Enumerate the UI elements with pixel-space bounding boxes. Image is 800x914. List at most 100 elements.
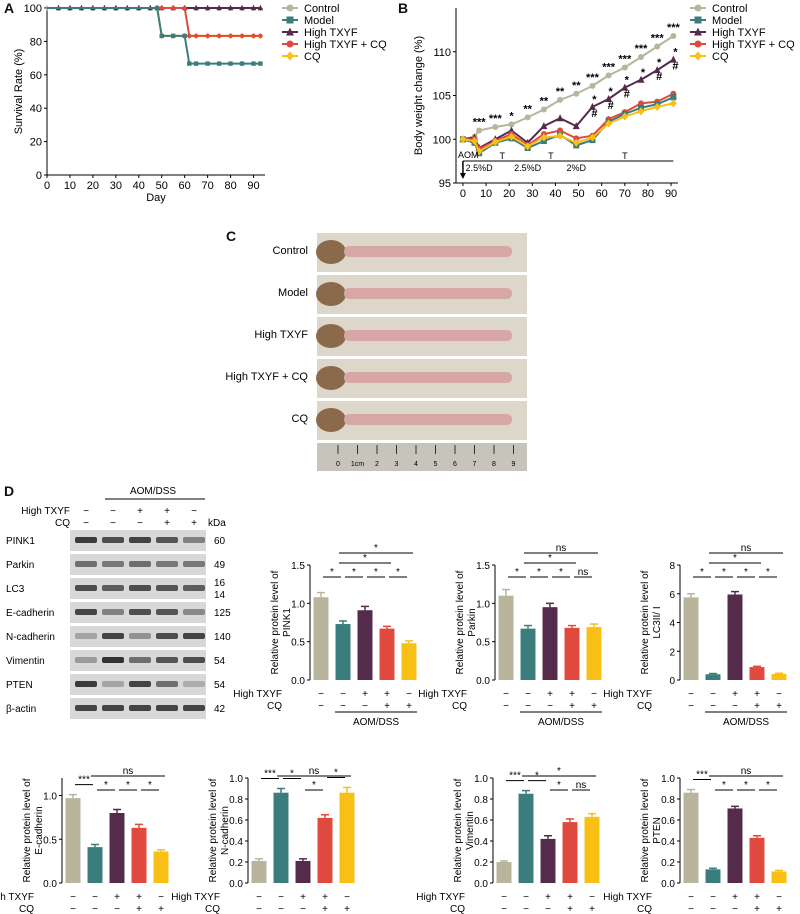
sig-label: ns (741, 543, 752, 554)
series-control (459, 33, 677, 143)
blot-band (156, 609, 178, 615)
data-point (193, 33, 199, 39)
bar-chart-d1: 0.0 0.5 1.0 1.5 Relative protein level of PIN… (233, 543, 417, 728)
x-sign: − (318, 689, 324, 700)
data-point (216, 61, 222, 66)
ruler-number: 6 (453, 461, 457, 468)
y-tick-label: 0.2 (661, 858, 675, 869)
sig-label: * (104, 780, 108, 791)
significance-label: *** (602, 61, 616, 73)
sig-label: * (396, 567, 400, 578)
x-sign: + (158, 904, 164, 914)
bar (562, 822, 578, 883)
x-row2-label: CQ (450, 904, 465, 914)
ruler-number: 4 (414, 461, 418, 468)
data-point (154, 5, 160, 11)
x-tick-label: 50 (156, 180, 168, 192)
data-point (182, 5, 187, 11)
x-row1-label: High TXYF (0, 892, 34, 903)
significance-label: ** (523, 103, 532, 115)
y-tick-label: 0 (669, 676, 675, 687)
blot-band (183, 561, 205, 567)
significance-label: * (657, 57, 662, 69)
x-sign: − (362, 701, 368, 712)
x-sign: − (503, 689, 509, 700)
x-sign: + (776, 701, 782, 712)
y-tick-label: 1.0 (291, 599, 305, 610)
blot-band (75, 585, 97, 591)
x-sign: − (318, 701, 324, 712)
sig-label: *** (509, 771, 521, 782)
x-tick-label: 40 (133, 180, 145, 192)
data-point (653, 66, 661, 74)
data-point (540, 133, 548, 142)
x-sign: + (136, 904, 142, 914)
data-point (557, 96, 564, 103)
significance-label: * (509, 110, 514, 122)
data-point (556, 131, 564, 140)
legend-marker (286, 51, 294, 61)
y-tick-label: 0.8 (661, 795, 675, 806)
data-point (204, 4, 211, 11)
treatment-label: T (548, 151, 554, 161)
bar (683, 597, 699, 680)
protein-label: N-cadherin (6, 632, 55, 643)
wb-sign: − (110, 506, 116, 517)
y-tick-label: 1.0 (476, 599, 490, 610)
y-axis-label: Relative protein level of (453, 778, 464, 882)
x-tick-label: 20 (87, 180, 99, 192)
cecum-shape (316, 324, 346, 348)
y-tick-label: 8 (669, 561, 675, 572)
y-axis-label: Survival Rate (%) (13, 49, 25, 135)
x-sign: + (567, 904, 573, 914)
sig-label: * (126, 780, 130, 791)
blot-band (129, 633, 151, 639)
aom-label: AOM (458, 150, 479, 160)
bar (749, 667, 765, 680)
sig-label: ns (123, 766, 134, 777)
x-group-label: AOM/DSS (538, 717, 584, 728)
y-tick-label: 0.4 (661, 837, 675, 848)
colon-row-label: Control (273, 245, 308, 257)
x-sign: + (591, 701, 597, 712)
data-point (250, 4, 257, 11)
blot-band (129, 537, 151, 543)
colon-row-label: Model (278, 287, 308, 299)
x-row1-label: High TXYF (416, 892, 465, 903)
x-group-label: AOM/DSS (723, 717, 769, 728)
data-point (257, 4, 264, 11)
x-tick-label: 0 (460, 188, 466, 200)
sig-label: * (557, 780, 561, 791)
sig-label: ns (309, 766, 320, 777)
legend-marker (286, 4, 294, 12)
y-tick-label: 0.0 (229, 879, 243, 890)
significance-label: *** (489, 113, 503, 125)
significance-label: *** (651, 33, 665, 45)
x-sign: + (732, 689, 738, 700)
x-sign: − (776, 892, 782, 903)
x-group-label: AOM/DSS (353, 717, 399, 728)
data-point (205, 61, 210, 66)
significance-label: *** (667, 22, 681, 34)
data-point (471, 137, 478, 145)
kda-value: 49 (214, 560, 226, 571)
sig-label: * (744, 567, 748, 578)
ruler-number: 7 (473, 461, 477, 468)
blot-band (75, 681, 97, 687)
cecum-shape (316, 240, 346, 264)
y-axis-label: Relative protein level of (208, 778, 219, 882)
x-tick-label: 10 (480, 188, 492, 200)
y-tick-label: 1.0 (229, 774, 243, 785)
x-row1-label: High TXYF (603, 892, 652, 903)
data-point (508, 132, 515, 141)
blot-band (156, 657, 178, 663)
x-sign: + (589, 904, 595, 914)
significance-label: # (656, 71, 662, 83)
blot-band (129, 681, 151, 687)
x-sign: − (158, 892, 164, 903)
bar (540, 838, 556, 883)
x-tick-label: 60 (179, 180, 191, 192)
y-tick-label: 0.8 (474, 795, 488, 806)
y-tick-label: 0.5 (43, 835, 57, 846)
